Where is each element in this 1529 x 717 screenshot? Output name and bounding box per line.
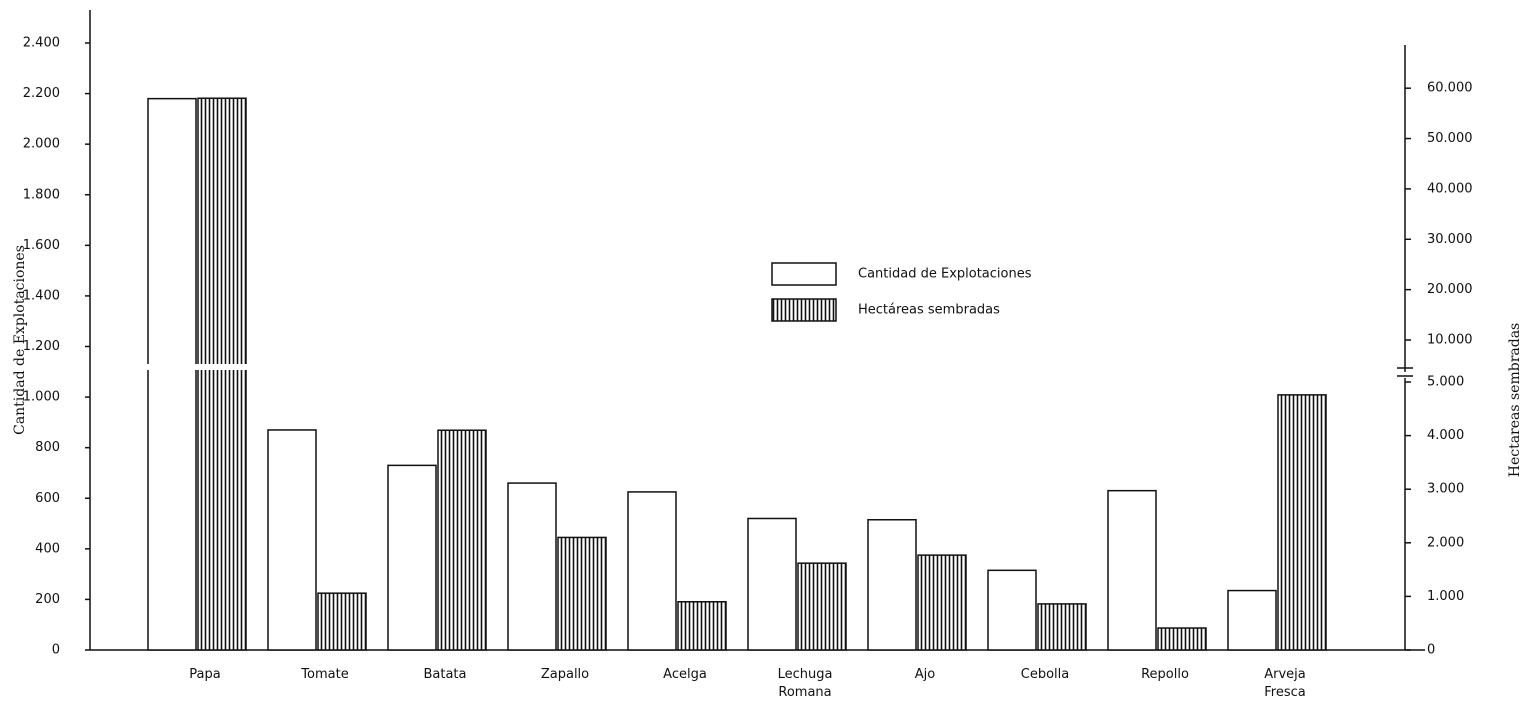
y-tick-label: 800: [35, 440, 60, 455]
y2-tick-label: 20.000: [1427, 282, 1473, 297]
y2-tick-label: 4.000: [1427, 428, 1464, 443]
y-tick-label: 2.400: [23, 36, 60, 51]
y-tick-label: 1.600: [23, 238, 60, 253]
bar: [437, 429, 487, 651]
y-tick-label: 2.000: [23, 137, 60, 152]
x-tick-label: Cebolla: [1021, 667, 1069, 682]
bar: [867, 518, 917, 651]
x-tick-label: Tomate: [300, 667, 348, 682]
y2-tick-label: 2.000: [1427, 535, 1464, 550]
bar: [677, 601, 727, 651]
bar: [197, 97, 247, 651]
x-tick-label: Acelga: [663, 667, 707, 682]
bar: [267, 429, 317, 651]
legend-label: Cantidad de Explotaciones: [858, 267, 1032, 282]
y2-axis-label: Hectareas sembradas: [1507, 323, 1523, 478]
x-tick-label: Arveja Fresca: [1264, 667, 1306, 700]
x-tick-label: Repollo: [1141, 667, 1189, 682]
y2-tick-label: 3.000: [1427, 482, 1464, 497]
bar: [1227, 589, 1277, 651]
legend-label: Hectáreas sembradas: [858, 303, 1000, 318]
bar: [1037, 603, 1087, 651]
y2-tick-label: 30.000: [1427, 232, 1473, 247]
bar: [317, 592, 367, 651]
bar: [917, 554, 967, 651]
y2-tick-label: 5.000: [1427, 375, 1464, 390]
y2-tick-label: 60.000: [1427, 81, 1473, 96]
bar: [747, 517, 797, 651]
y2-tick-label: 1.000: [1427, 589, 1464, 604]
bar: [627, 491, 677, 651]
legend-swatch: [771, 298, 837, 322]
y-tick-label: 1.400: [23, 288, 60, 303]
y-tick-label: 400: [35, 541, 60, 556]
y2-tick-label: 40.000: [1427, 181, 1473, 196]
x-tick-label: Ajo: [915, 667, 936, 682]
y2-tick-label: 0: [1427, 643, 1435, 658]
y-tick-label: 200: [35, 592, 60, 607]
y-tick-label: 600: [35, 491, 60, 506]
y2-tick-label: 50.000: [1427, 131, 1473, 146]
bar: [387, 464, 437, 651]
bar: [557, 536, 607, 651]
x-tick-label: Zapallo: [541, 667, 589, 682]
bar: [147, 97, 197, 651]
y-tick-label: 1.200: [23, 339, 60, 354]
y-tick-label: 2.200: [23, 86, 60, 101]
break-gap: [142, 364, 252, 370]
bar: [1157, 627, 1207, 651]
y-tick-label: 1.800: [23, 187, 60, 202]
bar: [1277, 394, 1327, 651]
x-tick-label: Papa: [189, 667, 220, 682]
x-tick-label: Lechuga Romana: [778, 667, 833, 700]
y-tick-label: 0: [52, 643, 60, 658]
y2-tick-label: 10.000: [1427, 333, 1473, 348]
y-tick-label: 1.000: [23, 390, 60, 405]
bar: [797, 562, 847, 651]
x-tick-label: Batata: [423, 667, 466, 682]
bar: [507, 482, 557, 651]
bar: [987, 569, 1037, 651]
legend-swatch: [771, 262, 837, 286]
y-axis-label: Cantidad de Explotaciones: [12, 245, 28, 435]
bar: [1107, 489, 1157, 651]
